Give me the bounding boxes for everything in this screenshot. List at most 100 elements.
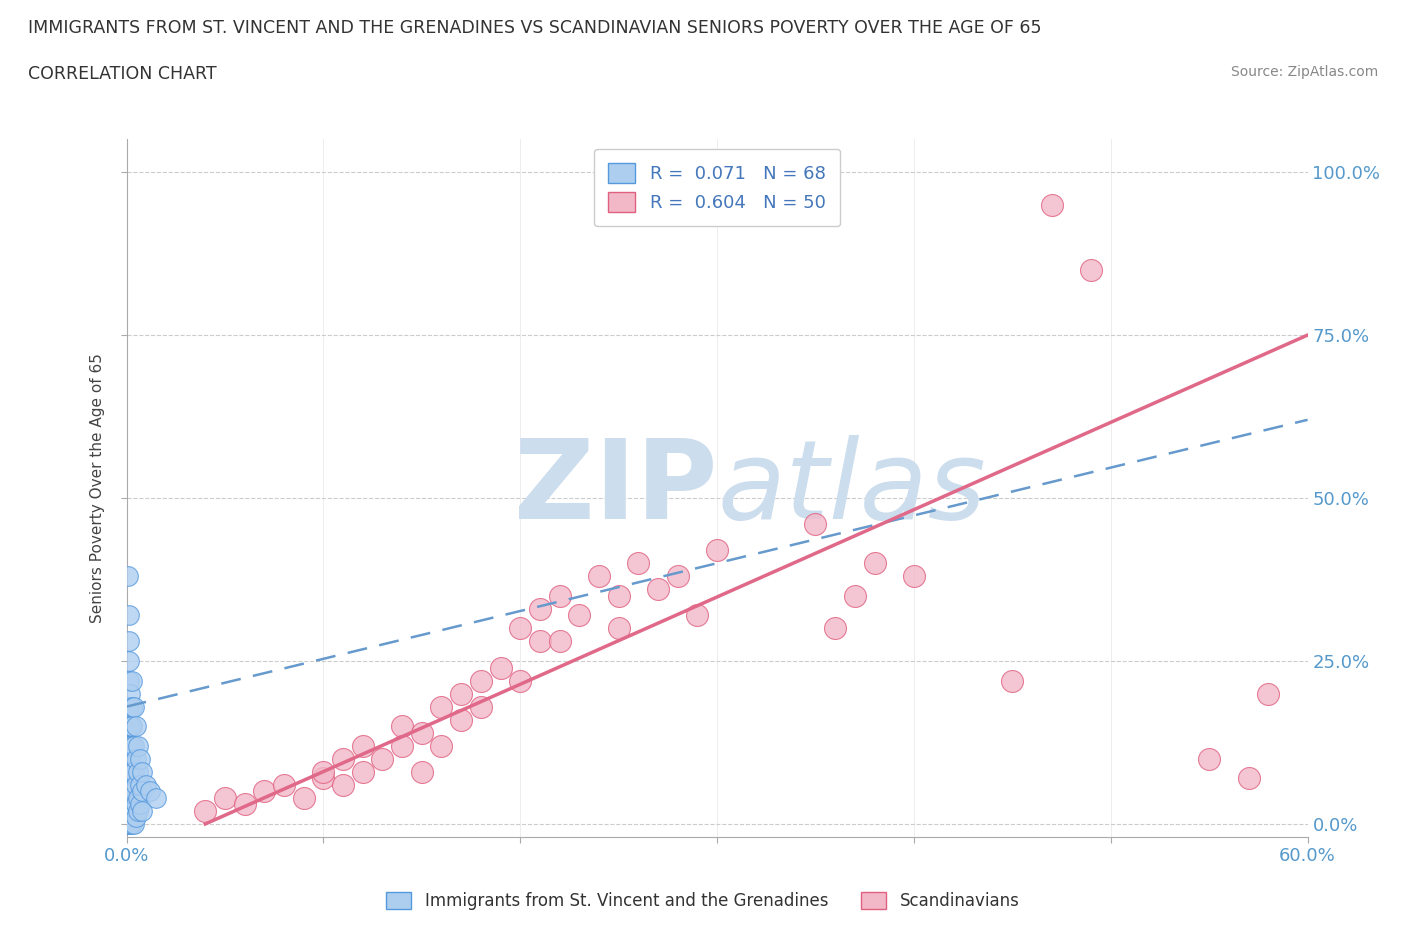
Point [121, 764, 143, 779]
Point [588, 569, 610, 584]
Point [121, 817, 143, 831]
Point [844, 589, 866, 604]
Point [131, 784, 153, 799]
Point [273, 777, 295, 792]
Point [139, 784, 162, 799]
Point [117, 738, 139, 753]
Point [127, 764, 149, 779]
Point [120, 790, 142, 805]
Point [127, 804, 149, 818]
Point [470, 673, 492, 688]
Point [124, 764, 146, 779]
Point [430, 738, 453, 753]
Point [411, 725, 433, 740]
Legend: Immigrants from St. Vincent and the Grenadines, Scandinavians: Immigrants from St. Vincent and the Gren… [380, 885, 1026, 917]
Legend: R =  0.071   N = 68, R =  0.604   N = 50: R = 0.071 N = 68, R = 0.604 N = 50 [593, 149, 841, 226]
Point [121, 797, 143, 812]
Point [117, 817, 139, 831]
Point [120, 738, 142, 753]
Point [121, 784, 143, 799]
Point [120, 719, 142, 734]
Text: ZIP: ZIP [513, 434, 717, 542]
Point [131, 764, 153, 779]
Point [120, 764, 142, 779]
Text: Source: ZipAtlas.com: Source: ZipAtlas.com [1230, 65, 1378, 79]
Point [332, 751, 354, 766]
Point [131, 804, 153, 818]
Text: IMMIGRANTS FROM ST. VINCENT AND THE GRENADINES VS SCANDINAVIAN SENIORS POVERTY O: IMMIGRANTS FROM ST. VINCENT AND THE GREN… [28, 19, 1042, 36]
Point [124, 804, 146, 818]
Point [706, 543, 728, 558]
Point [1257, 686, 1279, 701]
Point [120, 797, 142, 812]
Point [903, 569, 925, 584]
Point [312, 771, 335, 786]
Point [127, 738, 149, 753]
Point [125, 719, 148, 734]
Point [1040, 197, 1063, 212]
Point [391, 719, 413, 734]
Point [117, 813, 139, 828]
Point [627, 556, 650, 571]
Point [352, 738, 374, 753]
Point [411, 764, 433, 779]
Point [120, 810, 142, 825]
Point [824, 621, 846, 636]
Point [489, 660, 512, 675]
Point [529, 602, 551, 617]
Point [509, 621, 531, 636]
Point [1001, 673, 1024, 688]
Point [117, 777, 139, 792]
Point [863, 556, 886, 571]
Point [371, 751, 394, 766]
Y-axis label: Seniors Poverty Over the Age of 65: Seniors Poverty Over the Age of 65 [90, 353, 105, 623]
Point [127, 790, 149, 805]
Point [120, 817, 142, 831]
Point [117, 804, 139, 818]
Point [129, 777, 152, 792]
Point [214, 790, 236, 805]
Point [121, 719, 143, 734]
Point [450, 712, 472, 727]
Point [332, 777, 354, 792]
Point [125, 751, 148, 766]
Point [135, 777, 157, 792]
Point [120, 784, 142, 799]
Point [125, 797, 148, 812]
Point [352, 764, 374, 779]
Text: CORRELATION CHART: CORRELATION CHART [28, 65, 217, 83]
Point [120, 751, 142, 766]
Point [117, 608, 139, 623]
Point [666, 569, 689, 584]
Point [804, 517, 827, 532]
Point [117, 569, 139, 584]
Point [312, 764, 335, 779]
Point [548, 634, 571, 649]
Point [124, 699, 146, 714]
Point [117, 817, 139, 831]
Point [607, 589, 630, 604]
Point [120, 777, 142, 792]
Point [1198, 751, 1220, 766]
Point [121, 699, 143, 714]
Point [117, 790, 139, 805]
Point [686, 608, 709, 623]
Point [117, 654, 139, 669]
Point [450, 686, 472, 701]
Point [1080, 262, 1102, 277]
Point [117, 634, 139, 649]
Point [253, 784, 276, 799]
Point [121, 810, 143, 825]
Point [129, 751, 152, 766]
Point [117, 719, 139, 734]
Point [124, 738, 146, 753]
Point [117, 817, 139, 831]
Point [509, 673, 531, 688]
Point [391, 738, 413, 753]
Point [529, 634, 551, 649]
Point [117, 699, 139, 714]
Point [120, 686, 142, 701]
Point [117, 673, 139, 688]
Point [292, 790, 315, 805]
Point [117, 810, 139, 825]
